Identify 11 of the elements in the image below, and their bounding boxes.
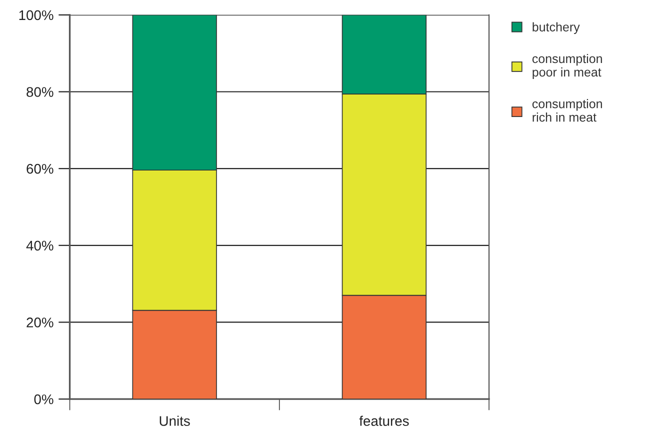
legend-label: consumption rich in meat [532,99,602,122]
x-tick-label: Units [160,416,190,426]
y-tick-label: 0% [34,394,54,404]
y-tick-label: 20% [26,318,54,328]
y-tick-label: 60% [26,164,54,174]
legend-label: butchery [532,22,580,34]
y-tick-label: 100% [19,10,54,20]
y-tick-label: 80% [26,87,54,97]
legend-label: consumption poor in meat [532,54,602,80]
y-tick-label: 40% [26,240,54,251]
x-tick-label: features [359,416,409,426]
